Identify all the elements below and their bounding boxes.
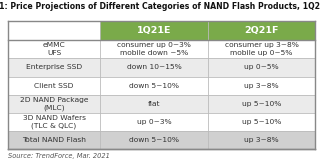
Text: Table 1: Price Projections of Different Categories of NAND Flash Products, 1Q21-: Table 1: Price Projections of Different … (0, 2, 320, 11)
Bar (8, 113, 100, 131)
Bar (208, 58, 315, 77)
Bar (208, 113, 315, 131)
Text: up 0~3%: up 0~3% (137, 119, 171, 125)
Text: up 5~10%: up 5~10% (242, 101, 281, 107)
Bar (208, 21, 315, 40)
Text: Client SSD: Client SSD (34, 83, 74, 89)
Text: down 5~10%: down 5~10% (129, 137, 179, 143)
Text: 3D NAND Wafers
(TLC & QLC): 3D NAND Wafers (TLC & QLC) (23, 115, 85, 129)
Text: 2Q21F: 2Q21F (244, 26, 279, 35)
Bar (8, 77, 100, 95)
Bar (208, 40, 315, 58)
Bar (208, 131, 315, 149)
Bar (100, 95, 208, 113)
Text: up 0~5%: up 0~5% (244, 64, 279, 71)
Bar (8, 131, 100, 149)
Text: Enterprise SSD: Enterprise SSD (26, 64, 82, 71)
Text: Source: TrendForce, Mar. 2021: Source: TrendForce, Mar. 2021 (8, 153, 110, 159)
Bar (100, 58, 208, 77)
Text: down 10~15%: down 10~15% (126, 64, 181, 71)
Bar (100, 40, 208, 58)
Text: 1Q21E: 1Q21E (137, 26, 171, 35)
Bar (8, 21, 100, 40)
Bar (208, 95, 315, 113)
Text: flat: flat (148, 101, 160, 107)
Bar (100, 21, 208, 40)
Text: up 3~8%: up 3~8% (244, 83, 279, 89)
Text: consumer up 3~8%
mobile up 0~5%: consumer up 3~8% mobile up 0~5% (225, 42, 298, 56)
Bar (208, 77, 315, 95)
Bar (8, 58, 100, 77)
Text: up 3~8%: up 3~8% (244, 137, 279, 143)
Bar (100, 77, 208, 95)
Text: 2D NAND Package
(MLC): 2D NAND Package (MLC) (20, 97, 88, 111)
Text: eMMC
UFS: eMMC UFS (43, 42, 66, 56)
Bar (100, 113, 208, 131)
Text: up 5~10%: up 5~10% (242, 119, 281, 125)
Bar (8, 40, 100, 58)
Text: down 5~10%: down 5~10% (129, 83, 179, 89)
Bar (8, 95, 100, 113)
Text: Total NAND Flash: Total NAND Flash (22, 137, 86, 143)
Text: consumer up 0~3%
mobile down ~5%: consumer up 0~3% mobile down ~5% (117, 42, 191, 56)
Bar (100, 131, 208, 149)
